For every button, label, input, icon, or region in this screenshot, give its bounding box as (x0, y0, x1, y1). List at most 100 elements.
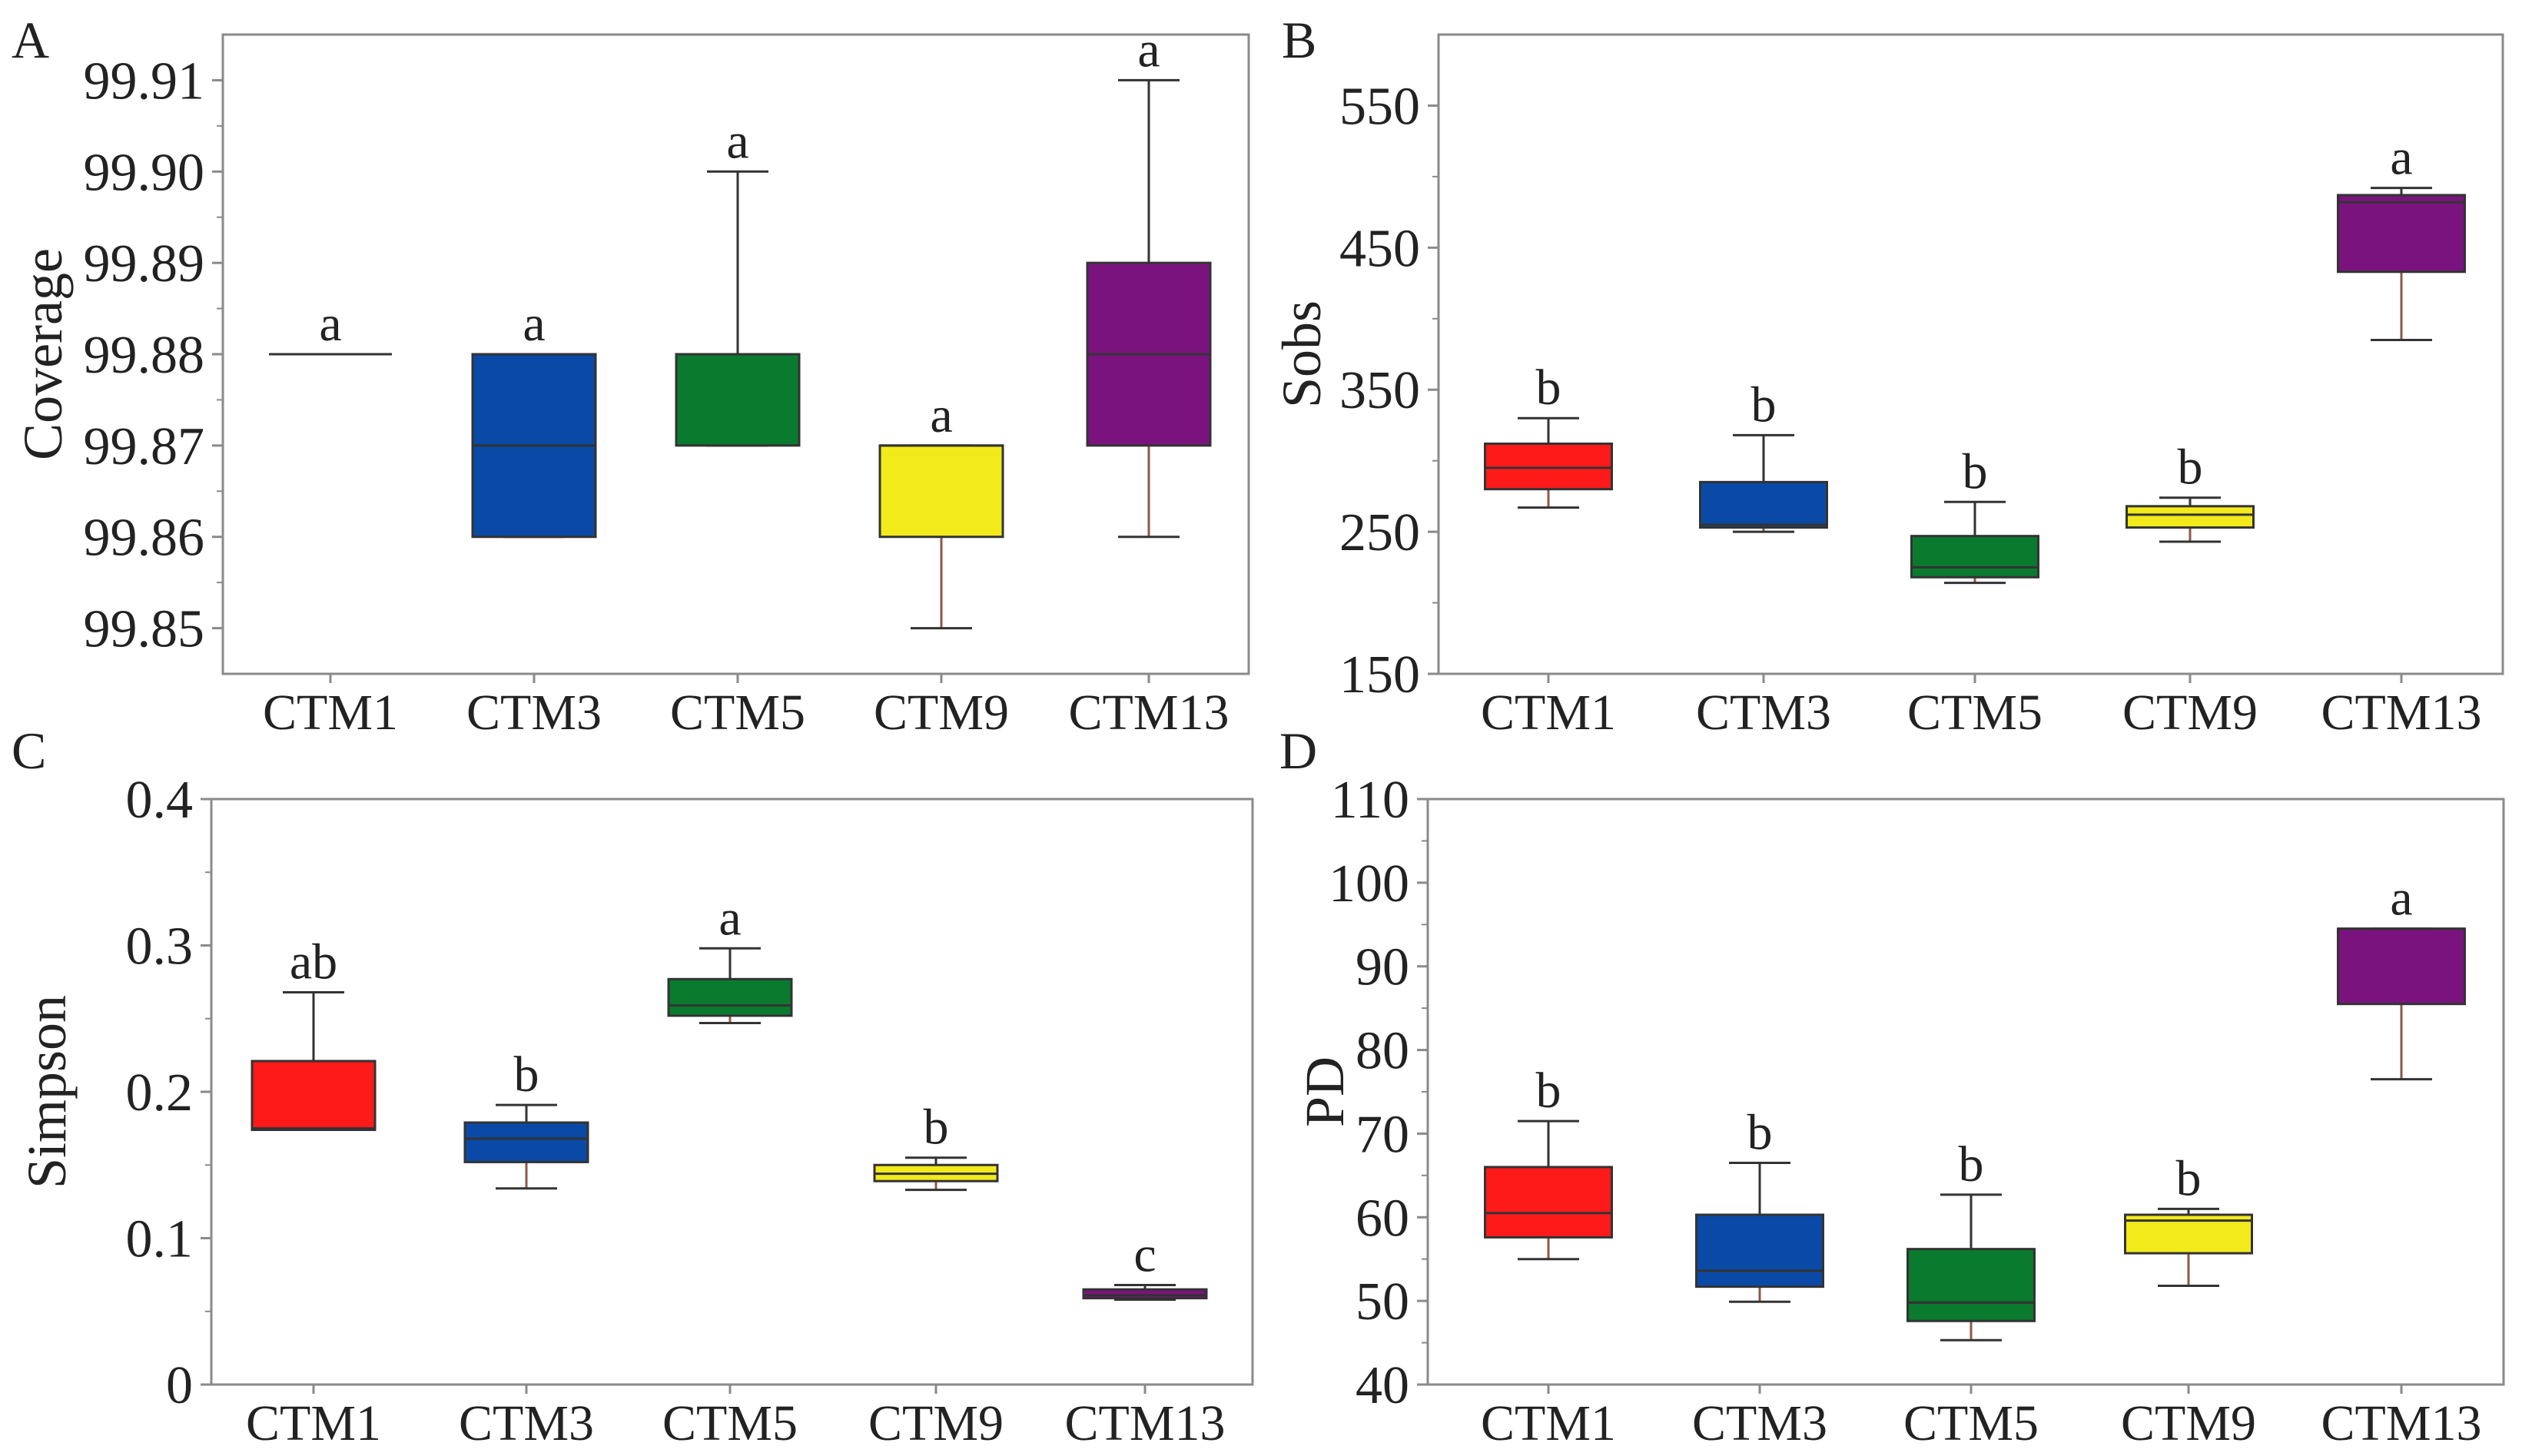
box-ctm13: c (1082, 1226, 1208, 1302)
x-tick-label: CTM5 (662, 1395, 798, 1451)
significance-letter: ab (290, 934, 337, 990)
box-ctm5: b (1910, 443, 2039, 585)
iqr-box (2125, 505, 2255, 529)
significance-letter: a (718, 890, 741, 946)
panel-letter: A (12, 11, 49, 69)
box-ctm5: b (1906, 1136, 2036, 1342)
x-tick-label: CTM5 (670, 685, 805, 741)
x-tick-label: CTM1 (1481, 1395, 1616, 1451)
box-ctm9: b (2125, 439, 2255, 543)
x-tick-label: CTM13 (1064, 1395, 1225, 1451)
panel-c: C Simpson 0 0.1 0.2 0.3 0.4 ab CTM1 b CTM3 a CTM5 b CT… (12, 721, 1254, 1451)
iqr-box (667, 977, 793, 1017)
x-tick-label: CTM1 (246, 1395, 381, 1451)
y-tick-label: 50 (1356, 1272, 1409, 1332)
significance-letter: b (1959, 1136, 1984, 1192)
x-tick-label: CTM9 (2121, 1395, 2256, 1451)
x-tick-label: CTM3 (466, 685, 602, 741)
y-tick-label: 99.89 (84, 234, 205, 294)
significance-letter: a (2390, 871, 2412, 927)
x-tick-label: CTM9 (868, 1395, 1004, 1451)
y-tick-label: 99.85 (84, 600, 205, 659)
significance-letter: b (2176, 1150, 2202, 1206)
iqr-box (463, 1121, 589, 1163)
x-tick-label: CTM1 (1481, 685, 1616, 741)
significance-letter: a (2390, 130, 2412, 186)
panel-letter: B (1282, 11, 1316, 69)
box-ctm1: b (1484, 1063, 1613, 1261)
y-tick-label: 110 (1331, 771, 1409, 830)
y-tick-label: 99.91 (84, 51, 205, 111)
y-tick-label: 70 (1356, 1105, 1409, 1164)
y-tick-label: 550 (1339, 77, 1420, 136)
significance-letter: a (1137, 22, 1160, 78)
significance-letter: b (1536, 1063, 1561, 1119)
y-tick-label: 99.88 (84, 326, 205, 385)
x-tick-label: CTM3 (459, 1395, 594, 1451)
box-ctm5: a (675, 113, 801, 447)
box-ctm3: a (471, 296, 597, 539)
y-tick-label: 60 (1356, 1189, 1409, 1248)
x-tick-label: CTM3 (1696, 685, 1831, 741)
panel-a: A Coverage 99.85 99.86 99.87 99.88 99.89 99.90 9… (12, 11, 1250, 741)
significance-letter: b (1963, 443, 1988, 499)
y-axis-label: Coverage (12, 248, 74, 460)
box-ctm9: a (878, 387, 1004, 630)
panel-b: B Sobs 150 250 350 450 550 b CTM1 b CTM3 b CTM5 b CTM9… (1271, 11, 2504, 741)
box-ctm13: a (1086, 22, 1212, 539)
y-tick-label: 350 (1339, 361, 1420, 420)
significance-letter: b (924, 1099, 949, 1156)
y-tick-label: 80 (1356, 1022, 1409, 1081)
box-ctm13: a (2337, 130, 2466, 342)
plot-frame (1437, 33, 2504, 675)
panel-letter: D (1279, 721, 1317, 780)
y-axis-label: PD (1294, 1056, 1356, 1127)
iqr-box (1082, 1288, 1208, 1300)
significance-letter: c (1133, 1226, 1156, 1282)
significance-letter: b (1751, 376, 1777, 433)
significance-letter: b (514, 1046, 539, 1103)
y-tick-label: 0.2 (126, 1063, 194, 1123)
x-tick-label: CTM5 (1907, 685, 2043, 741)
y-tick-label: 90 (1356, 938, 1409, 997)
box-ctm3: b (1695, 1105, 1824, 1303)
x-tick-label: CTM9 (2122, 685, 2258, 741)
y-tick-label: 99.86 (84, 509, 205, 568)
y-tick-label: 0.3 (126, 917, 194, 977)
y-tick-label: 250 (1339, 503, 1420, 562)
box-ctm3: b (463, 1046, 589, 1190)
box-ctm9: b (873, 1099, 999, 1192)
iqr-box (251, 1060, 377, 1132)
y-tick-label: 0 (166, 1356, 193, 1415)
box-ctm9: b (2124, 1150, 2253, 1288)
y-tick-label: 99.87 (84, 417, 205, 476)
iqr-box (2337, 194, 2466, 274)
iqr-box (675, 353, 801, 447)
iqr-box (878, 444, 1004, 539)
y-tick-label: 0.4 (126, 771, 194, 830)
box-ctm1: b (1484, 360, 1613, 509)
iqr-box (2337, 927, 2466, 1006)
x-tick-label: CTM9 (874, 685, 1009, 741)
x-tick-label: CTM5 (1903, 1395, 2039, 1451)
box-ctm1: a (269, 296, 392, 356)
y-tick-label: 450 (1339, 219, 1420, 278)
significance-letter: b (2178, 439, 2203, 496)
x-tick-label: CTM13 (2321, 685, 2481, 741)
x-tick-label: CTM13 (2321, 1395, 2481, 1451)
iqr-box (1695, 1213, 1824, 1289)
y-tick-label: 150 (1339, 645, 1420, 705)
box-ctm5: a (667, 890, 793, 1024)
y-axis-label: Simpson (16, 995, 78, 1189)
x-tick-label: CTM3 (1692, 1395, 1827, 1451)
iqr-box (1910, 535, 2039, 579)
iqr-box (1906, 1248, 2036, 1322)
x-tick-label: CTM13 (1068, 685, 1229, 741)
x-tick-label: CTM1 (263, 685, 398, 741)
panel-d: D PD 40 50 60 70 80 90 100 110 b CTM1 b CTM3 b CTM5 b CTM… (1279, 721, 2505, 1451)
significance-letter: a (930, 387, 952, 443)
iqr-box (1484, 1166, 1613, 1239)
y-axis-label: Sobs (1271, 300, 1332, 408)
box-ctm1: ab (251, 934, 377, 1132)
